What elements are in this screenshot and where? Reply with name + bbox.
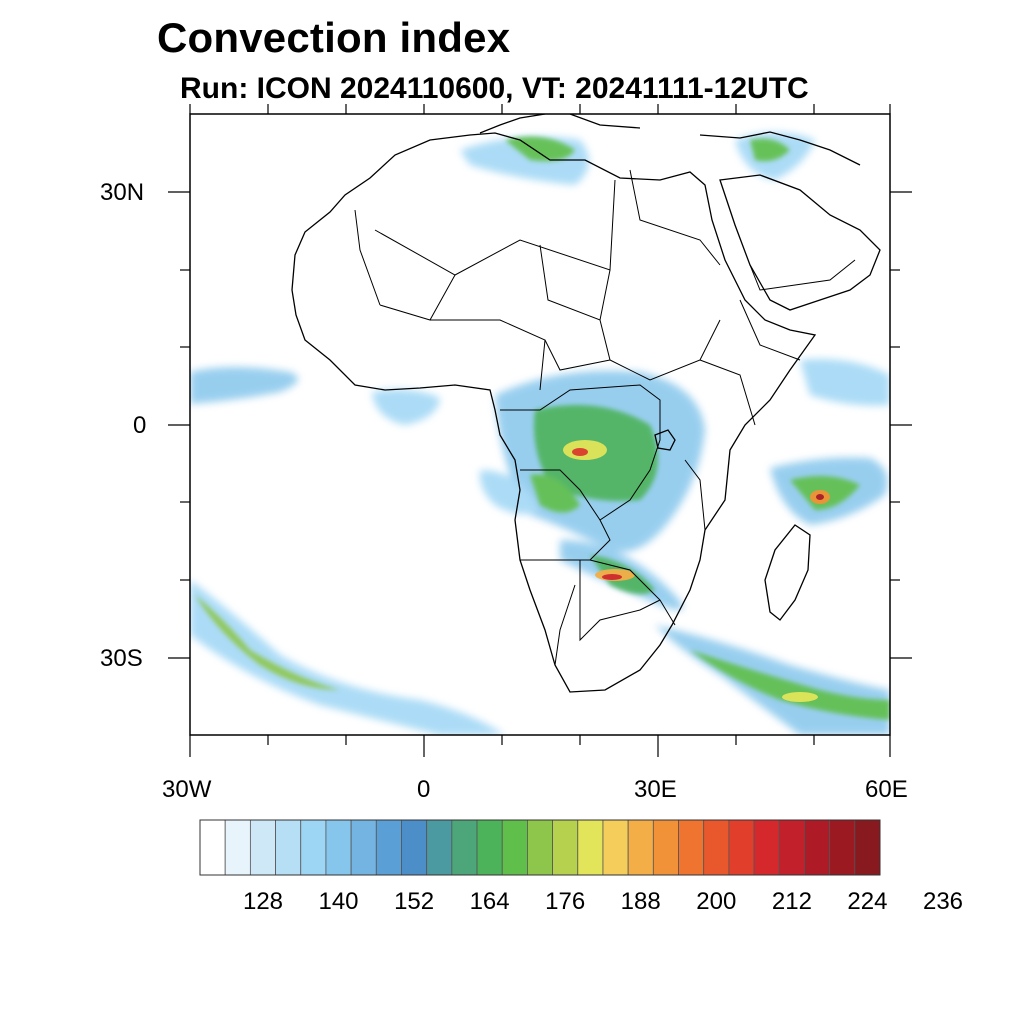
colorbar-swatch (451, 819, 478, 876)
colorbar-swatch (199, 819, 226, 876)
colorbar-tick-label: 224 (847, 888, 888, 915)
colorbar-tick-label: 152 (394, 888, 435, 915)
colorbar-swatch (300, 819, 327, 876)
colorbar-swatch (627, 819, 654, 876)
lat-label-0: 0 (133, 412, 147, 439)
madagascar-coastline (764, 524, 811, 621)
cell-horn-ocean (800, 359, 890, 406)
map-area (190, 114, 890, 735)
colorbar-swatch (375, 819, 402, 876)
colorbar-swatch (476, 819, 503, 876)
colorbar-swatch (401, 819, 428, 876)
colorbar-swatch (552, 819, 579, 876)
cell-levant-core (750, 138, 790, 162)
lon-label-60e: 60E (865, 776, 908, 803)
colorbar-tick-label: 188 (620, 888, 661, 915)
colorbar-swatch (778, 819, 805, 876)
cell-cyclone-red (816, 494, 824, 500)
colorbar-swatch (501, 819, 528, 876)
colorbar-swatch (527, 819, 553, 876)
colorbar-tick-label: 176 (545, 888, 586, 915)
colorbar-swatch (652, 819, 679, 876)
lake-victoria (654, 429, 676, 451)
colorbar-swatch (854, 819, 881, 876)
colorbar-tick-label: 236 (922, 888, 964, 915)
chart-subtitle: Run: ICON 2024110600, VT: 20241111-12UTC (180, 72, 809, 105)
colorbar-tick-label: 164 (469, 888, 510, 915)
colorbar-swatch (678, 819, 705, 876)
cell-zambia-red (602, 574, 622, 580)
colorbar-swatch (224, 819, 251, 876)
cell-south-front-core (690, 650, 890, 720)
cell-angola-band (530, 474, 580, 513)
colorbar-tick-label: 212 (771, 888, 812, 915)
colorbar-outline (199, 819, 881, 876)
lon-label-30w: 30W (162, 776, 212, 803)
africa-coastline (291, 132, 817, 693)
cell-atlantic-front (190, 580, 505, 735)
cell-itcz-west (190, 367, 298, 404)
chart-title: Convection index (157, 14, 511, 61)
lat-label-30s: 30S (100, 645, 143, 672)
cell-gulf-guinea (372, 389, 440, 425)
cell-south-front-hot (782, 692, 818, 702)
colorbar-swatch (602, 819, 629, 876)
cell-angola-coast (479, 470, 540, 514)
colorbar-swatch (325, 819, 352, 876)
cell-congo-red (572, 448, 588, 456)
colorbar-swatch (350, 819, 377, 876)
country-borders (354, 169, 856, 666)
tick-marks (168, 104, 912, 757)
lon-label-30e: 30E (634, 776, 677, 803)
convection-field-mid (195, 136, 890, 720)
arabia-coastline (719, 174, 881, 311)
colorbar-swatch (703, 819, 730, 876)
lon-label-0: 0 (417, 776, 431, 803)
colorbar-swatch (577, 819, 604, 876)
colorbar-tick-label: 128 (242, 888, 284, 915)
cell-med-core (505, 136, 575, 162)
colorbar-swatch (275, 819, 302, 876)
colorbar-tick-label: 140 (318, 888, 359, 915)
colorbar-swatch (829, 819, 856, 876)
colorbar-tick-label: 200 (696, 888, 737, 915)
colorbar-swatch (804, 819, 831, 876)
colorbar-swatch (753, 819, 780, 876)
lat-label-30n: 30N (100, 179, 145, 206)
coastlines (291, 114, 881, 693)
colorbar-swatch (426, 819, 453, 876)
europe-coastline (479, 114, 861, 166)
convection-field-high (563, 440, 830, 702)
colorbar (199, 819, 881, 876)
colorbar-swatch (249, 819, 276, 876)
colorbar-swatch (728, 819, 755, 876)
